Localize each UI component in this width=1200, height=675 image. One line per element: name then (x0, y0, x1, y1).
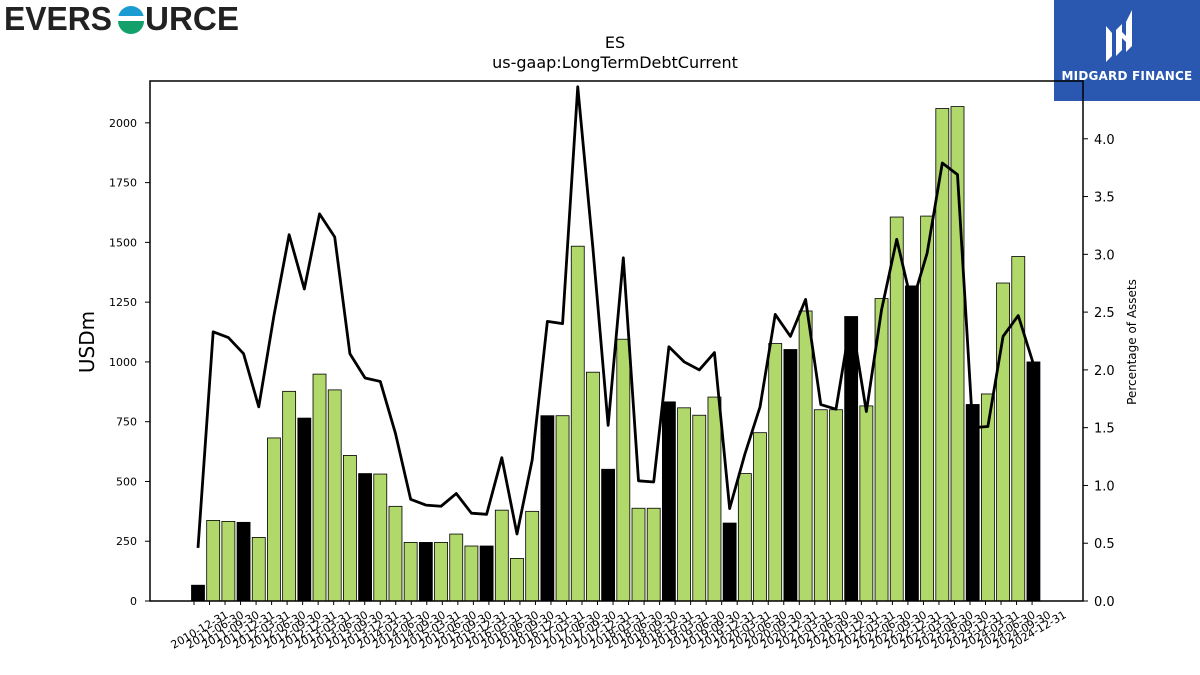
bar (798, 310, 813, 602)
y-tick-label: 1500 (109, 236, 137, 249)
bar (768, 343, 783, 602)
y2-tick-label: 4.0 (1094, 133, 1115, 148)
bar (586, 371, 600, 602)
plot-frame (149, 80, 1084, 602)
bar (616, 338, 631, 602)
bar (373, 473, 388, 602)
bar (707, 396, 722, 602)
bar (434, 542, 448, 602)
percentage-line (196, 85, 1035, 548)
bar (601, 468, 616, 602)
bar (722, 522, 737, 602)
bar (677, 407, 691, 602)
bar (525, 510, 540, 602)
y2-axis-label: Percentage of Assets (1125, 279, 1139, 405)
y2-tick-label: 0.0 (1094, 595, 1115, 610)
bar (540, 415, 555, 602)
plot-area (191, 85, 1041, 602)
y-tick-label: 2000 (109, 117, 137, 130)
y2-tick-label: 1.5 (1094, 422, 1115, 437)
bar (965, 404, 980, 602)
axes: 0 250 500 750 1000 1250 1500 1750 2000 0.0 0.5 1.0 1… (109, 80, 1115, 652)
bar (449, 533, 464, 602)
bar (206, 520, 221, 602)
midgard-logo-text: MIDGARD FINANCE (1061, 69, 1193, 83)
bar (646, 507, 661, 602)
bar (388, 505, 403, 602)
y2-tick-label: 0.5 (1094, 537, 1115, 552)
bar (829, 409, 843, 602)
y2-tick-label: 1.0 (1094, 479, 1115, 494)
bar (905, 285, 919, 602)
y2-tick-label: 3.5 (1094, 191, 1115, 206)
eversource-logo-text-right: URCE (145, 2, 239, 36)
eversource-o-icon (117, 6, 145, 34)
y-tick-label: 750 (116, 416, 137, 429)
bar (753, 432, 767, 602)
y-axis-label: USDm (75, 311, 99, 373)
bar (251, 537, 266, 602)
y2-tick-label: 2.5 (1094, 306, 1115, 321)
y-tick-label: 1750 (109, 177, 137, 190)
midgard-logo-icon (1106, 10, 1132, 62)
bar (783, 349, 798, 602)
bar (889, 216, 904, 602)
bar (570, 245, 585, 602)
bar (844, 316, 859, 602)
bar (859, 405, 874, 602)
chart-title: ES (605, 33, 625, 52)
bar (236, 521, 251, 602)
y2-tick-label: 2.0 (1094, 364, 1115, 379)
bar (479, 545, 494, 602)
bar (191, 584, 205, 602)
bar (342, 454, 357, 602)
bar (282, 390, 297, 602)
eversource-logo-text-left: EVERS (4, 2, 112, 36)
bar (464, 545, 479, 602)
bar (221, 520, 236, 602)
bar (494, 509, 509, 602)
bar (358, 473, 372, 602)
bar (631, 507, 646, 602)
bar (737, 473, 752, 602)
chart-subtitle: us-gaap:LongTermDebtCurrent (492, 53, 738, 72)
y-tick-label: 250 (116, 535, 137, 548)
eversource-logo: EVERS URCE (4, 0, 240, 37)
bar (297, 417, 312, 602)
y-tick-label: 0 (130, 595, 137, 608)
midgard-finance-logo: MIDGARD FINANCE (1054, 0, 1200, 101)
y2-tick-label: 3.0 (1094, 248, 1115, 263)
bar (920, 215, 935, 602)
bar (661, 401, 676, 602)
bar (1026, 361, 1041, 602)
bar (312, 373, 327, 602)
y-tick-label: 500 (116, 475, 137, 488)
bar (418, 542, 433, 602)
y-tick-label: 1000 (109, 356, 137, 369)
bar (1011, 256, 1026, 602)
bar (692, 414, 707, 602)
bar (403, 542, 418, 602)
bar (267, 437, 281, 602)
eversource-logo-graphic: EVERS URCE (4, 0, 239, 37)
bar (555, 415, 570, 602)
bar (327, 389, 342, 602)
bar (510, 558, 524, 602)
bar (813, 409, 828, 602)
y-tick-label: 1250 (109, 296, 137, 309)
